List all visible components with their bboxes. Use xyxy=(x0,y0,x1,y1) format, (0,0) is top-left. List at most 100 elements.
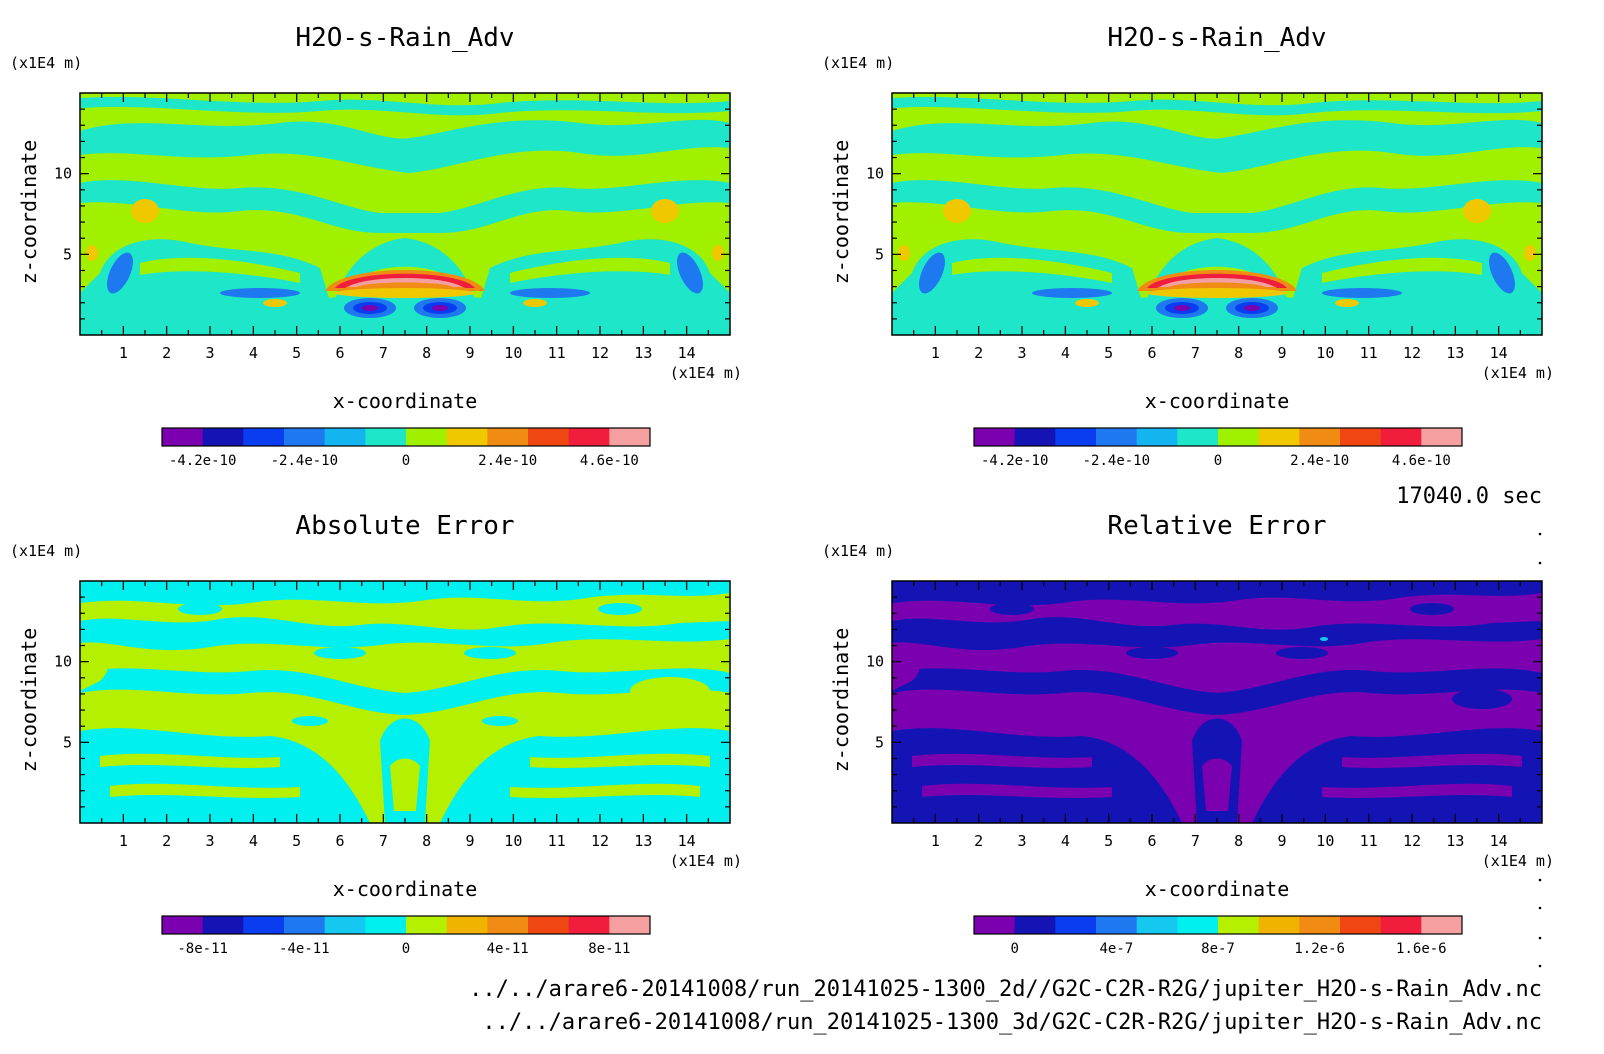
x-tick-label: 7 xyxy=(1191,344,1200,362)
colorbar-swatch xyxy=(365,428,407,446)
x-tick-label: 11 xyxy=(548,344,566,362)
y-axis-label: z-coordinate xyxy=(17,628,41,773)
colorbar-swatch xyxy=(324,428,366,446)
y-unit-label: (x1E4 m) xyxy=(10,542,82,560)
x-tick-label: 7 xyxy=(379,832,388,850)
colorbar-swatch xyxy=(1380,428,1422,446)
colorbar-label: 0 xyxy=(1214,453,1222,469)
x-tick-label: 8 xyxy=(422,832,431,850)
colorbar-swatch xyxy=(568,916,610,934)
colorbar-frame xyxy=(973,915,1463,935)
colorbar-swatch xyxy=(1421,428,1463,446)
colorbar-label: -4.2e-10 xyxy=(981,453,1048,469)
colorbar-label: 8e-7 xyxy=(1201,941,1235,957)
colorbar-label: 8e-11 xyxy=(588,941,630,957)
panel-1: H2O-s-Rain_Adv (x1E4 m) z-coordinate xyxy=(822,23,1554,469)
colorbar-swatch xyxy=(284,916,326,934)
x-unit-label: (x1E4 m) xyxy=(670,364,742,382)
marker-dots xyxy=(1538,532,1542,968)
x-axis-label: x-coordinate xyxy=(1145,877,1290,901)
x-tick-label: 13 xyxy=(1446,344,1464,362)
x-tick-label: 3 xyxy=(1017,344,1026,362)
colorbar-swatch xyxy=(528,916,570,934)
colorbar-label: 1.2e-6 xyxy=(1294,941,1345,957)
colorbar-swatch xyxy=(528,428,570,446)
x-tick-label: 12 xyxy=(1403,344,1421,362)
y-tick-label: 10 xyxy=(54,165,72,183)
colorbar-swatch xyxy=(609,428,651,446)
colorbar-label: 4.6e-10 xyxy=(580,453,639,469)
x-tick-label: 9 xyxy=(465,344,474,362)
colorbar-swatch xyxy=(1014,916,1056,934)
colorbar-swatch xyxy=(1258,916,1300,934)
x-axis-label: x-coordinate xyxy=(333,389,478,413)
x-tick-label: 1 xyxy=(931,832,940,850)
colorbar-swatch xyxy=(162,916,204,934)
colorbar-swatch xyxy=(1340,916,1382,934)
colorbar-swatch xyxy=(324,916,366,934)
time-label: 17040.0 sec xyxy=(1396,484,1542,509)
colorbar-swatch xyxy=(568,428,610,446)
heatmap-field xyxy=(80,93,730,335)
x-tick-label: 10 xyxy=(1316,832,1334,850)
colorbar-swatch xyxy=(1177,428,1219,446)
colorbar: 0 4e-7 8e-7 1.2e-6 1.6e-6 xyxy=(973,915,1463,957)
panel-title: H2O-s-Rain_Adv xyxy=(295,23,514,53)
y-tick-label: 10 xyxy=(866,165,884,183)
x-tick-label: 13 xyxy=(1446,832,1464,850)
x-tick-label: 1 xyxy=(119,344,128,362)
colorbar-label: 4e-11 xyxy=(487,941,529,957)
colorbar-swatch xyxy=(974,916,1016,934)
x-tick-label: 14 xyxy=(1490,832,1508,850)
y-axis-label: z-coordinate xyxy=(17,140,41,285)
x-tick-label: 8 xyxy=(1234,832,1243,850)
x-tick-label: 3 xyxy=(1017,832,1026,850)
colorbar-swatch xyxy=(202,428,244,446)
heatmap-field xyxy=(892,581,1542,823)
colorbar: -4.2e-10 -2.4e-10 0 2.4e-10 4.6e-10 xyxy=(161,427,651,469)
x-tick-label: 4 xyxy=(1061,832,1070,850)
colorbar-swatch xyxy=(1299,916,1341,934)
x-axis-label: x-coordinate xyxy=(333,877,478,901)
x-tick-label: 9 xyxy=(465,832,474,850)
colorbar-label: -4e-11 xyxy=(279,941,330,957)
x-tick-label: 4 xyxy=(249,832,258,850)
colorbar: -8e-11 -4e-11 0 4e-11 8e-11 xyxy=(161,915,651,957)
colorbar-label: -2.4e-10 xyxy=(1083,453,1150,469)
colorbar-swatch xyxy=(243,916,285,934)
colorbar-swatch xyxy=(1380,916,1422,934)
x-unit-label: (x1E4 m) xyxy=(1482,364,1554,382)
colorbar-swatch xyxy=(446,916,488,934)
heatmap-field xyxy=(80,581,730,823)
colorbar-swatch xyxy=(406,916,448,934)
x-tick-label: 11 xyxy=(1360,832,1378,850)
colorbar-swatch xyxy=(1136,916,1178,934)
x-tick-label: 10 xyxy=(504,344,522,362)
x-tick-label: 6 xyxy=(335,344,344,362)
colorbar-swatch xyxy=(1299,428,1341,446)
y-tick-label: 10 xyxy=(866,653,884,671)
colorbar-frame xyxy=(973,427,1463,447)
colorbar-swatch xyxy=(446,428,488,446)
colorbar-swatch xyxy=(1421,916,1463,934)
panel-0: H2O-s-Rain_Adv (x1E4 m) z-coordinate xyxy=(10,23,742,469)
y-tick-label: 5 xyxy=(63,245,72,263)
colorbar-label: 0 xyxy=(1010,941,1018,957)
colorbar-label: 2.4e-10 xyxy=(1290,453,1349,469)
x-tick-label: 12 xyxy=(1403,832,1421,850)
x-tick-label: 13 xyxy=(634,344,652,362)
panel-title: Absolute Error xyxy=(295,511,514,541)
x-tick-label: 2 xyxy=(974,832,983,850)
colorbar-swatch xyxy=(365,916,407,934)
colorbar-label: 2.4e-10 xyxy=(478,453,537,469)
colorbar-swatch xyxy=(243,428,285,446)
x-tick-label: 4 xyxy=(1061,344,1070,362)
y-tick-label: 5 xyxy=(875,733,884,751)
colorbar-label: -2.4e-10 xyxy=(271,453,338,469)
colorbar-swatch xyxy=(162,428,204,446)
x-tick-label: 12 xyxy=(591,344,609,362)
x-tick-label: 10 xyxy=(1316,344,1334,362)
x-tick-label: 5 xyxy=(292,832,301,850)
